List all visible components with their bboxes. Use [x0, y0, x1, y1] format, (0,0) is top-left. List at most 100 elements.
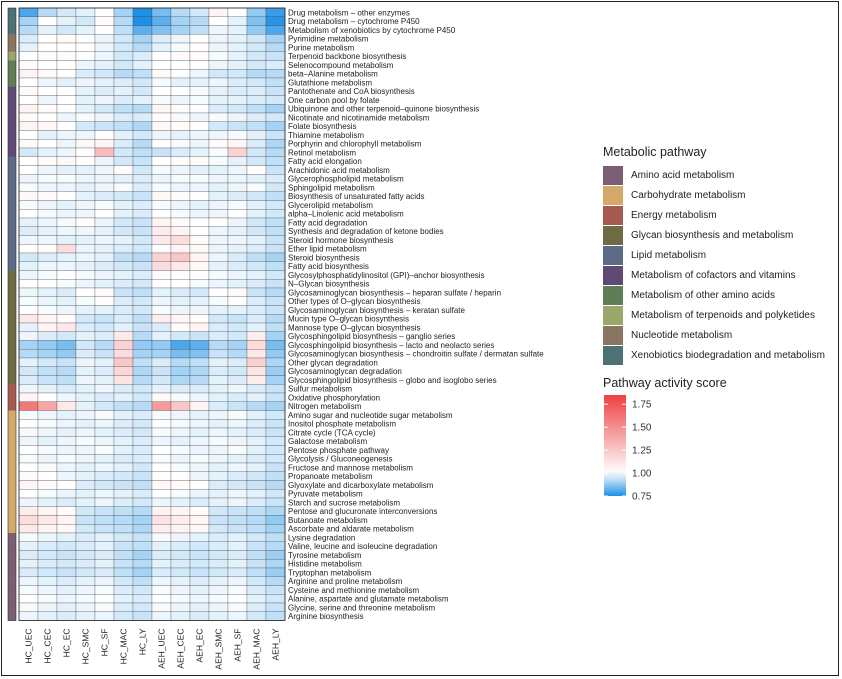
- heatmap-cell: [56, 112, 77, 122]
- row-annotation-cell: [8, 463, 16, 472]
- heatmap-cell: [189, 51, 210, 61]
- heatmap-cell: [227, 51, 248, 61]
- heatmap-cell: [37, 366, 58, 376]
- heatmap-cell: [75, 139, 96, 149]
- heatmap-cell: [227, 217, 248, 227]
- heatmap-cell: [246, 7, 267, 17]
- row-annotation-cell: [8, 471, 16, 481]
- heatmap-cell: [246, 86, 267, 96]
- row-annotation-cell: [8, 209, 16, 219]
- heatmap-cell: [151, 34, 172, 44]
- heatmap-cell: [246, 480, 267, 490]
- heatmap-cell: [265, 95, 286, 105]
- heatmap-cell: [75, 497, 96, 507]
- heatmap-cell: [56, 524, 77, 534]
- heatmap-cell: [227, 401, 248, 411]
- row-annotation-cell: [8, 349, 16, 359]
- heatmap-cell: [208, 279, 229, 289]
- heatmap-cell: [75, 349, 96, 359]
- heatmap-cell: [94, 559, 115, 569]
- heatmap-cell: [56, 25, 77, 35]
- pathway-legend-title: Metabolic pathway: [603, 145, 707, 159]
- heatmap-cell: [246, 244, 267, 254]
- heatmap-cell: [208, 454, 229, 464]
- heatmap-cell: [227, 515, 248, 525]
- heatmap-cell: [132, 471, 153, 481]
- heatmap-cell: [56, 454, 77, 464]
- heatmap-cell: [37, 436, 58, 446]
- row-annotation-cell: [8, 541, 16, 551]
- row-annotation-cell: [8, 270, 16, 280]
- heatmap-cell: [56, 567, 77, 577]
- heatmap-cell: [227, 567, 248, 577]
- scale-tick-label: 0.75: [632, 492, 652, 503]
- heatmap-cell: [37, 69, 58, 79]
- row-annotation-cell: [8, 43, 16, 52]
- heatmap-cell: [113, 7, 134, 17]
- heatmap-cell: [227, 112, 248, 122]
- heatmap-cell: [246, 559, 267, 569]
- heatmap-cell: [37, 252, 58, 262]
- heatmap-cell: [227, 7, 248, 17]
- heatmap-cell: [265, 60, 286, 70]
- heatmap-cell: [170, 104, 191, 114]
- heatmap-cell: [37, 401, 58, 411]
- heatmap-cell: [132, 349, 153, 359]
- heatmap-cell: [94, 349, 115, 359]
- heatmap-cell: [170, 567, 191, 577]
- heatmap-cell: [75, 532, 96, 542]
- heatmap-cell: [265, 419, 286, 429]
- heatmap-cell: [94, 340, 115, 350]
- heatmap-cell: [94, 567, 115, 577]
- heatmap-cell: [56, 60, 77, 70]
- heatmap-cell: [75, 366, 96, 376]
- row-label: Mucin type O–glycan biosynthesis: [288, 315, 409, 324]
- heatmap-cell: [18, 191, 39, 201]
- row-label: Mannose type O–glycan biosynthesis: [288, 323, 421, 332]
- heatmap-cell: [227, 34, 248, 44]
- heatmap-cell: [151, 7, 172, 17]
- legend-swatch: [603, 225, 623, 245]
- heatmap-cell: [56, 611, 77, 621]
- heatmap-cell: [113, 427, 134, 437]
- heatmap-cell: [208, 165, 229, 175]
- heatmap-cell: [113, 331, 134, 341]
- row-label: Glycosaminoglycan biosynthesis – chondro…: [288, 350, 544, 359]
- heatmap-cell: [170, 489, 191, 499]
- row-annotation-cell: [8, 340, 16, 350]
- heatmap-cell: [208, 51, 229, 61]
- heatmap-cell: [94, 86, 115, 96]
- heatmap-cell: [170, 279, 191, 289]
- heatmap-cell: [246, 602, 267, 612]
- legend-label: Glycan biosynthesis and metabolism: [631, 229, 794, 241]
- heatmap-cell: [18, 462, 39, 472]
- heatmap-cell: [208, 471, 229, 481]
- heatmap-cell: [132, 235, 153, 245]
- heatmap-cell: [265, 331, 286, 341]
- row-annotation-cell: [8, 34, 16, 44]
- heatmap-cell: [94, 156, 115, 166]
- heatmap-cell: [189, 497, 210, 507]
- heatmap-cell: [113, 296, 134, 306]
- row-label: Tyrosine metabolism: [288, 551, 362, 560]
- heatmap-cell: [94, 515, 115, 525]
- heatmap-cell: [189, 209, 210, 219]
- row-annotation-cell: [8, 603, 16, 612]
- heatmap-cell: [170, 366, 191, 376]
- heatmap-cell: [208, 401, 229, 411]
- heatmap-cell: [170, 375, 191, 385]
- heatmap-cell: [227, 585, 248, 595]
- heatmap-cell: [151, 287, 172, 297]
- heatmap-cell: [227, 471, 248, 481]
- heatmap-cell: [113, 471, 134, 481]
- heatmap-cell: [37, 419, 58, 429]
- heatmap-cell: [246, 401, 267, 411]
- heatmap-cell: [151, 445, 172, 455]
- heatmap-cell: [170, 130, 191, 140]
- heatmap-cell: [132, 191, 153, 201]
- heatmap-cell: [94, 7, 115, 17]
- row-label: Amino sugar and nucleotide sugar metabol…: [288, 411, 453, 420]
- heatmap-cell: [170, 165, 191, 175]
- heatmap-cell: [227, 541, 248, 551]
- heatmap-cell: [37, 454, 58, 464]
